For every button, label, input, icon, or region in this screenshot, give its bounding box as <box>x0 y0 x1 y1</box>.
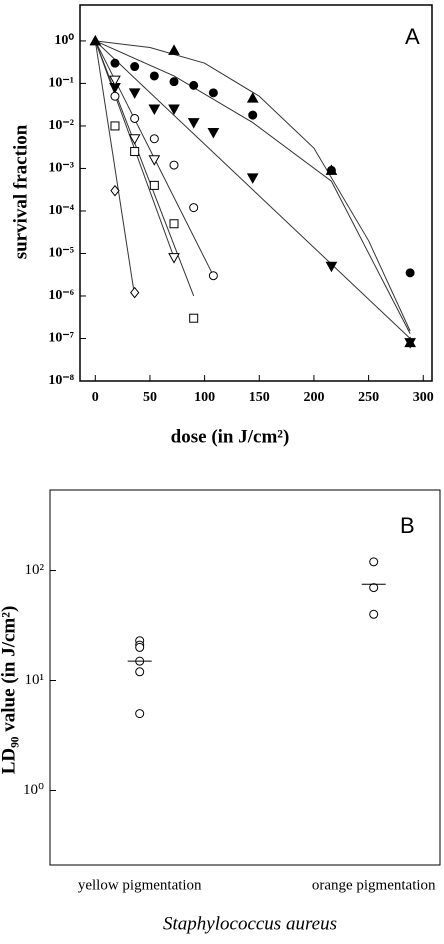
y-axis-label: survival fraction <box>10 124 31 259</box>
data-point <box>130 286 140 299</box>
plot-frame <box>79 4 433 382</box>
y-tick-label: 10⁰ <box>23 782 44 798</box>
data-point <box>405 268 415 278</box>
fit-curve <box>94 40 411 339</box>
y-tick-label: 10⁻⁸ <box>48 373 74 388</box>
y-tick-label: 10⁻⁴ <box>48 203 74 218</box>
data-point <box>110 58 120 68</box>
data-point <box>110 91 120 101</box>
y-axis-label: LD₉₀ value (in J/cm²) <box>0 606 19 775</box>
fit-curve <box>94 40 136 297</box>
fit-curve <box>95 40 411 334</box>
data-point <box>168 253 180 264</box>
x-axis-label: Staphylococcus aureus <box>163 913 337 934</box>
data-point <box>130 62 140 72</box>
data-point <box>169 77 179 87</box>
data-point <box>187 118 200 129</box>
x-tick-label: orange pigmentation <box>312 877 436 893</box>
data-point <box>248 110 258 120</box>
data-point <box>130 147 140 157</box>
data-point <box>135 709 145 719</box>
fit-curve <box>95 40 411 332</box>
data-point <box>169 160 179 170</box>
data-point <box>128 88 141 99</box>
data-point <box>246 173 259 184</box>
data-point <box>168 104 180 116</box>
data-point <box>128 134 141 145</box>
data-point <box>189 80 199 90</box>
y-tick-label: 10⁻³ <box>48 161 74 176</box>
x-axis-label: dose (in J/cm²) <box>171 426 290 447</box>
data-point <box>369 609 379 619</box>
data-point <box>208 88 218 98</box>
plot-frame <box>49 489 441 866</box>
data-point <box>168 44 180 55</box>
x-tick-label: yellow pigmentation <box>78 877 202 893</box>
data-point <box>135 642 145 652</box>
data-point <box>89 34 102 46</box>
data-point <box>130 113 140 123</box>
data-point <box>149 134 159 144</box>
data-point <box>369 557 379 567</box>
data-point <box>404 338 416 349</box>
data-point <box>325 261 338 273</box>
data-point <box>246 92 259 103</box>
x-tick-label: 250 <box>358 390 379 405</box>
x-tick-label: 200 <box>303 390 324 405</box>
data-point <box>148 155 161 166</box>
data-point <box>326 165 336 175</box>
data-point <box>109 75 121 87</box>
y-tick-label: 10⁻⁷ <box>48 331 74 346</box>
data-point <box>189 313 199 323</box>
y-tick-label: 10² <box>25 562 45 578</box>
x-tick-label: 100 <box>194 390 215 405</box>
y-tick-label: 10⁻⁵ <box>48 246 74 261</box>
x-tick-label: 150 <box>249 390 270 405</box>
x-tick-label: 0 <box>92 390 99 405</box>
data-point <box>149 180 159 190</box>
x-tick-label: 300 <box>413 390 434 405</box>
data-point <box>189 203 199 213</box>
panel-label: B <box>400 513 415 538</box>
data-point <box>135 667 145 677</box>
x-tick-label: 50 <box>143 390 157 405</box>
data-point <box>208 271 218 281</box>
data-point <box>369 583 379 593</box>
data-point <box>149 71 159 81</box>
y-tick-label: 10⁰ <box>54 33 74 48</box>
data-point <box>169 219 179 229</box>
y-tick-label: 10¹ <box>25 672 45 688</box>
panel-label: A <box>405 24 420 49</box>
data-point <box>110 184 120 197</box>
data-point <box>148 104 161 116</box>
y-tick-label: 10⁻⁶ <box>48 288 74 303</box>
y-tick-label: 10⁻² <box>48 118 74 133</box>
y-tick-label: 10⁻¹ <box>48 76 74 91</box>
data-point <box>207 128 220 139</box>
data-point <box>110 121 120 131</box>
